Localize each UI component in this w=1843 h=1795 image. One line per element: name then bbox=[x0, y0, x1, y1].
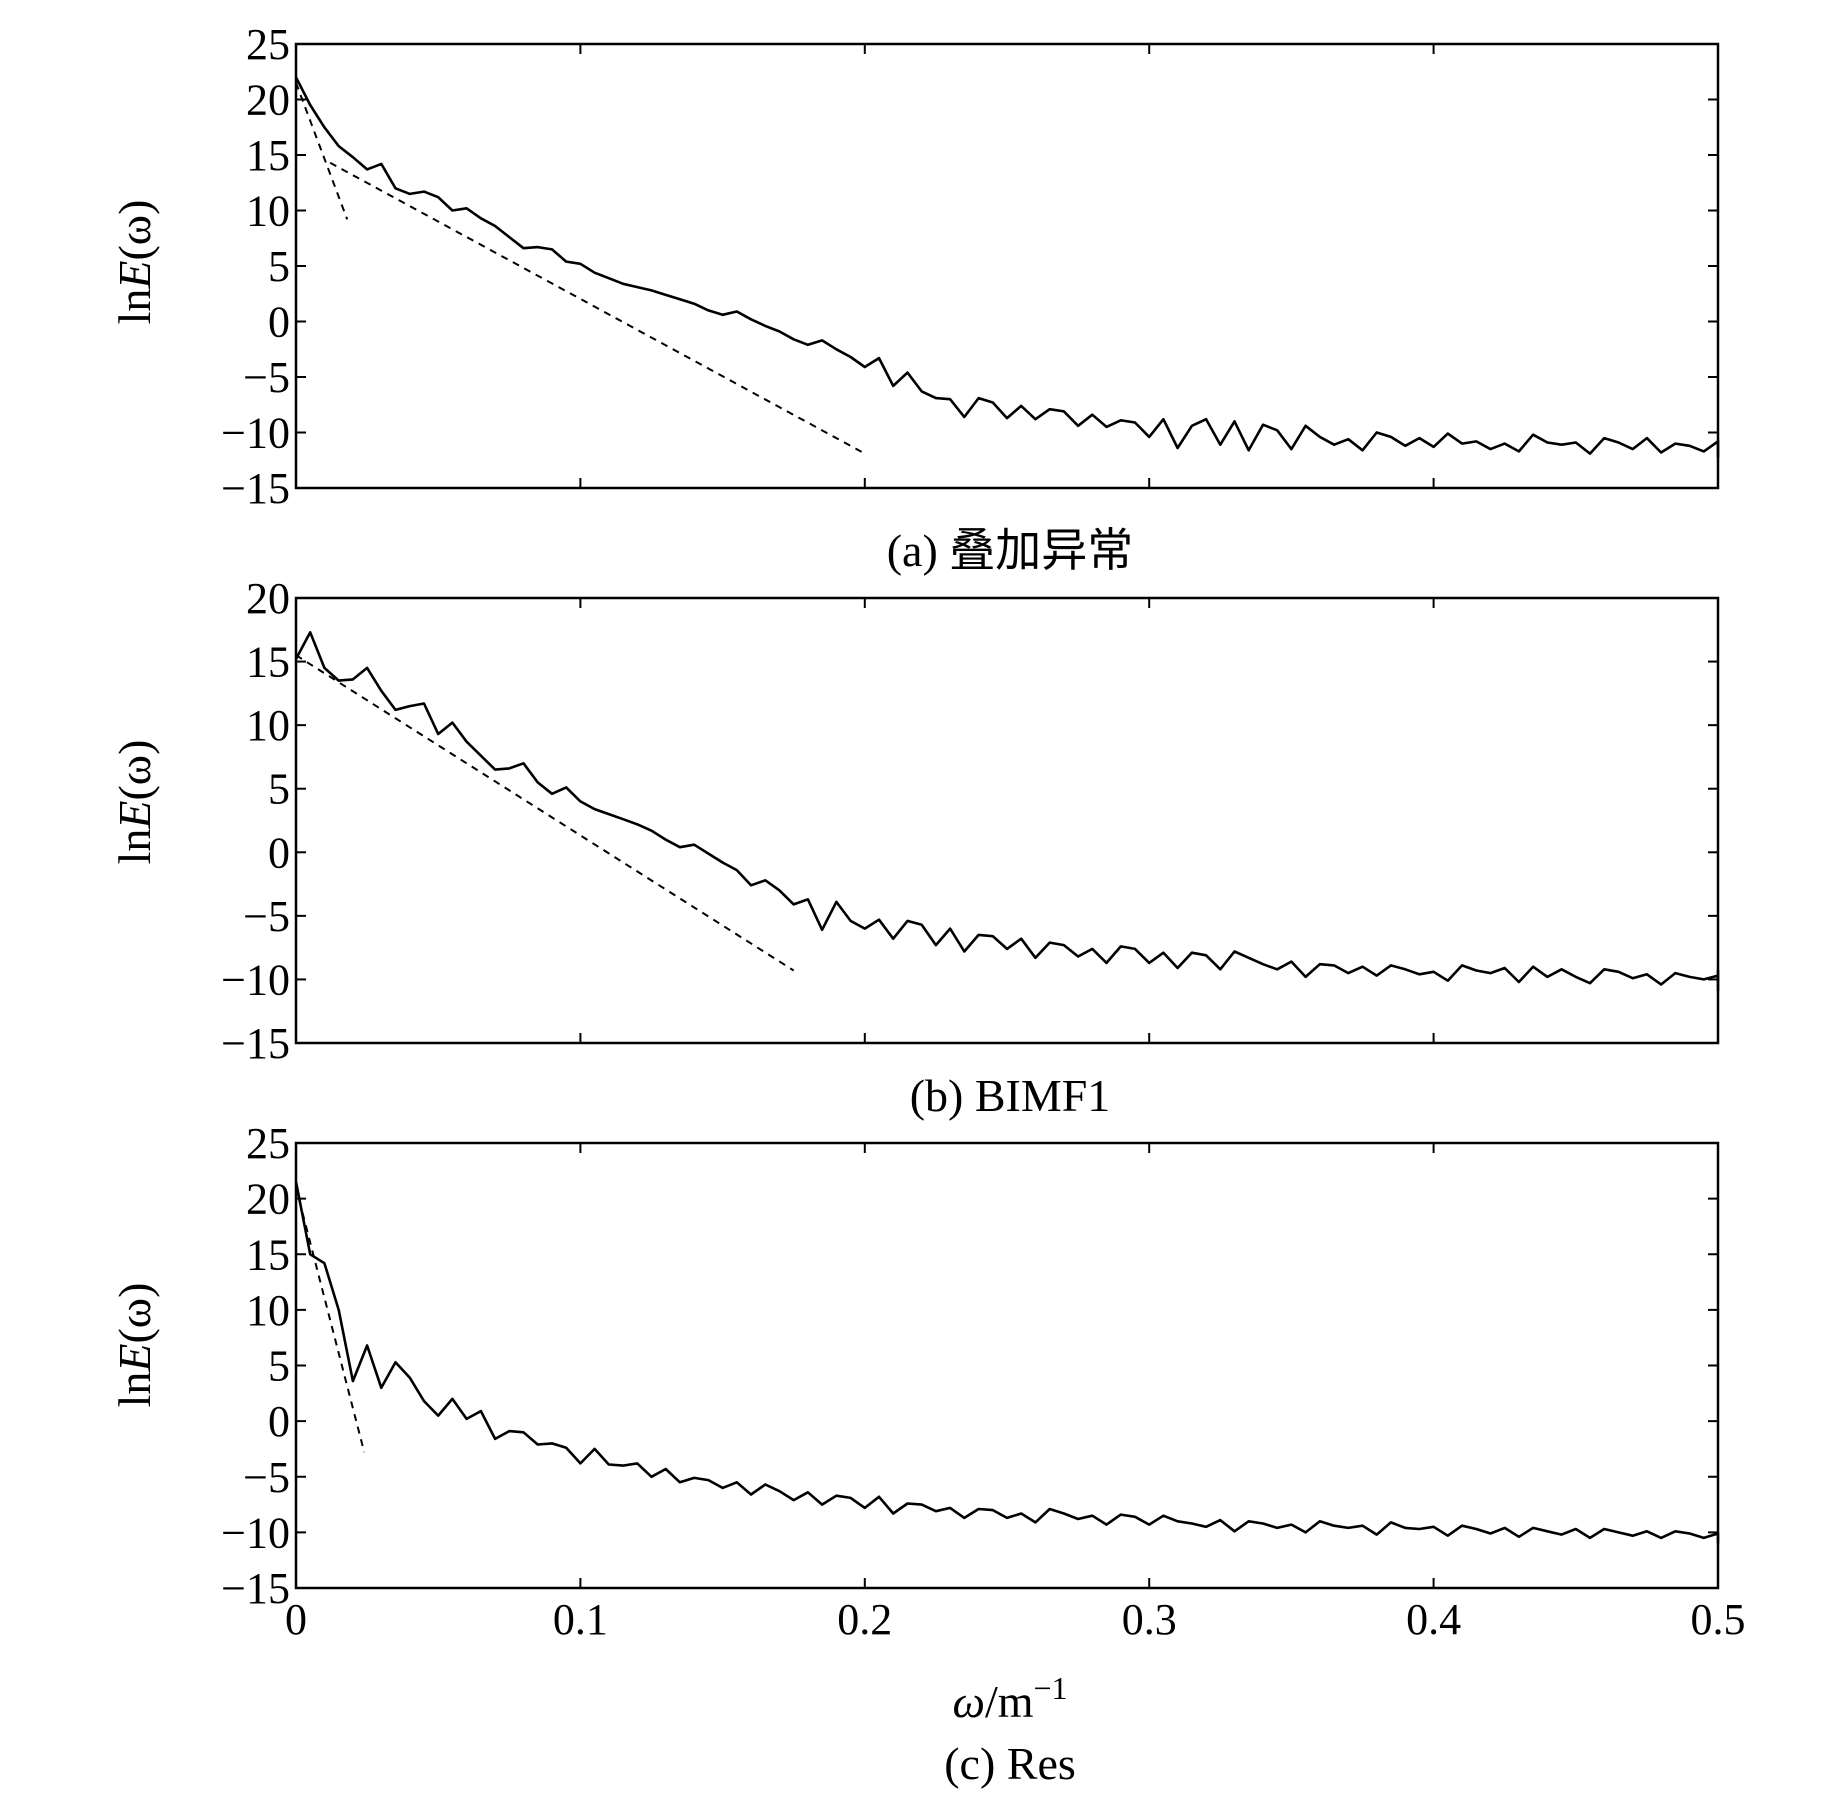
y-tick-label-c: 25 bbox=[246, 1119, 290, 1168]
y-tick-label-b: 15 bbox=[246, 638, 290, 687]
y-tick-label-c: −5 bbox=[243, 1453, 290, 1502]
x-tick-label: 0.5 bbox=[1691, 1595, 1746, 1644]
y-tick-label-c: 0 bbox=[268, 1397, 290, 1446]
x-tick-label: 0.1 bbox=[553, 1595, 608, 1644]
x-tick-label: 0.3 bbox=[1122, 1595, 1177, 1644]
y-tick-label-c: 15 bbox=[246, 1230, 290, 1279]
plot-frame-c bbox=[294, 1141, 1720, 1590]
y-tick-label-b: −5 bbox=[243, 892, 290, 941]
y-tick-label-a: 0 bbox=[268, 298, 290, 347]
caption-a: (a) 叠加异常 bbox=[887, 525, 1134, 576]
y-tick-label-a: 5 bbox=[268, 242, 290, 291]
y-tick-label-a: −5 bbox=[243, 353, 290, 402]
panel-b: lnE(ω) (b) BIMF1 20 15 10 5 0 −5 −10 −15 bbox=[109, 574, 1720, 1121]
spectrum-line-a bbox=[294, 76, 1720, 459]
y-tick-label-c: 20 bbox=[246, 1175, 290, 1224]
x-axis-label: ω/m−1 bbox=[952, 1670, 1067, 1727]
fit-line-b bbox=[295, 654, 795, 972]
y-tick-label-b: 10 bbox=[246, 701, 290, 750]
caption-c: (c) Res bbox=[944, 1738, 1076, 1789]
y-tick-label-a: −15 bbox=[221, 464, 290, 513]
y-axis-label-c: lnE(ω) bbox=[109, 1283, 160, 1408]
panel-a: lnE(ω) (a) 叠加异常 25 20 15 10 5 0 −5 −10 −15 bbox=[109, 20, 1720, 576]
y-tick-label-b: 5 bbox=[268, 765, 290, 814]
y-axis-label-b: lnE(ω) bbox=[109, 740, 160, 865]
y-tick-label-b: −10 bbox=[221, 955, 290, 1004]
y-tick-label-c: 5 bbox=[268, 1342, 290, 1391]
fit-steep-a bbox=[295, 82, 349, 220]
x-tick-label: 0.2 bbox=[837, 1595, 892, 1644]
y-axis-label-a: lnE(ω) bbox=[109, 200, 160, 325]
y-tick-label-a: −10 bbox=[221, 409, 290, 458]
y-tick-label-c: −10 bbox=[221, 1508, 290, 1557]
spectrum-line-b bbox=[294, 630, 1720, 991]
caption-b: (b) BIMF1 bbox=[910, 1070, 1111, 1121]
y-tick-label-c: −15 bbox=[221, 1564, 290, 1613]
y-tick-label-b: 0 bbox=[268, 828, 290, 877]
y-tick-label-b: 20 bbox=[246, 574, 290, 623]
fit-shallow-a bbox=[329, 161, 866, 455]
spectrum-line-c bbox=[294, 1181, 1720, 1544]
plot-frame-b bbox=[294, 596, 1720, 1045]
x-tick-label: 0 bbox=[285, 1595, 307, 1644]
y-tick-label-a: 10 bbox=[246, 187, 290, 236]
y-tick-label-b: −15 bbox=[221, 1019, 290, 1068]
y-tick-label-a: 20 bbox=[246, 76, 290, 125]
y-tick-label-c: 10 bbox=[246, 1286, 290, 1335]
y-tick-label-a: 15 bbox=[246, 131, 290, 180]
x-tick-label: 0.4 bbox=[1406, 1595, 1461, 1644]
y-tick-label-a: 25 bbox=[246, 20, 290, 69]
plot-frame-a bbox=[294, 42, 1720, 490]
fit-steep-c bbox=[295, 1187, 366, 1453]
panel-c: lnE(ω) ω/m−1 (c) Res 2520151050−5−10−150… bbox=[109, 1119, 1746, 1789]
